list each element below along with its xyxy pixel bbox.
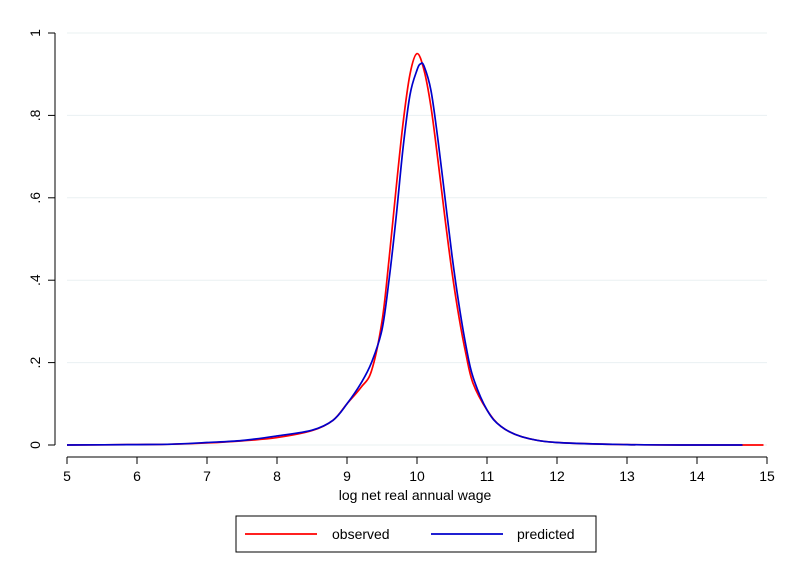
x-axis-title: log net real annual wage [339,487,492,503]
y-tick-label: 1 [27,29,43,37]
legend-label-predicted: predicted [517,526,575,542]
series-line-observed [66,52,764,446]
x-tick-label: 10 [409,468,425,484]
x-tick-label: 8 [273,468,281,484]
legend: observed predicted [235,515,597,553]
x-tick-label: 7 [203,468,211,484]
axes: 0.2.4.6.815 6 7 8 9 10 11 12 13 14 15 [27,29,775,484]
series-lines [66,52,764,446]
y-tick-label: .2 [27,357,43,369]
y-tick-label: 0 [27,441,43,449]
x-tick-label: 5 [63,468,71,484]
grid-lines [67,32,767,446]
y-tick-label: .8 [27,109,43,121]
x-tick-label: 13 [619,468,635,484]
y-tick-label: .6 [27,192,43,204]
x-tick-label: 6 [133,468,141,484]
x-tick-label: 14 [689,468,705,484]
x-tick-label: 11 [480,468,495,484]
series-line-predicted [66,62,743,446]
x-tick-label: 9 [343,468,351,484]
x-tick-label: 15 [759,468,775,484]
x-tick-label: 12 [549,468,565,484]
legend-label-observed: observed [332,526,390,542]
y-tick-label: .4 [27,274,43,286]
